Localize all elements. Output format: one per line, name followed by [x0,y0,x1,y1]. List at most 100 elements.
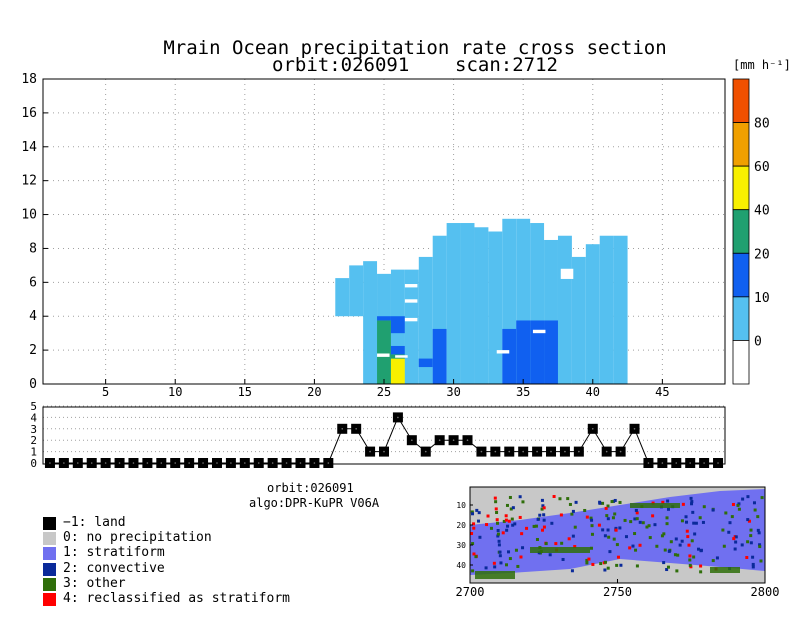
legend-swatch [43,532,56,546]
type-marker-dot [494,450,497,453]
swath-cell [472,552,476,556]
swath-cell [606,566,610,570]
swath-cell [680,519,684,523]
colorbar-segment [732,340,750,385]
precip-gap [560,268,574,279]
swath-cell [635,517,639,521]
type-marker-dot [341,428,344,430]
map-x-tick-label: 2700 [456,585,485,599]
swath-cell [697,547,701,551]
swath-cell [629,520,633,524]
type-marker-dot [675,462,678,464]
swath-cell [645,525,649,529]
type-marker-dot [411,439,413,442]
swath-cell [749,541,753,545]
precip-band [516,320,531,384]
swath-cell [635,564,639,568]
colorbar-segment [732,165,750,211]
swath-cell [715,556,719,560]
swath-cell [746,495,750,499]
legend-swatch [43,517,56,530]
colorbar-tick-label: 10 [754,291,770,306]
swath-cell [666,499,670,503]
swath-cell [538,513,542,517]
type-marker-dot [564,450,566,453]
other-region [475,571,515,579]
swath-cell [506,524,510,528]
swath-cell [688,558,692,562]
swath-cell [540,507,544,511]
type-marker-dot [49,462,51,464]
swath-cell [544,542,548,546]
swath-cell [601,501,605,505]
swath-cell [521,546,525,550]
swath-cell [653,523,657,527]
swath-cell [477,519,481,523]
swath-cell [514,548,518,552]
swath-cell [686,535,690,539]
swath-cell [731,502,735,506]
precip-column [460,223,475,384]
swath-cell [486,514,490,518]
swath-cell [472,526,476,530]
precip-band [377,320,391,384]
type-y-tick-label: 3 [30,423,37,436]
type-marker-dot [244,462,246,464]
swath-cell [513,522,517,526]
x-tick-label: 40 [586,385,600,399]
swath-cell [568,502,572,506]
y-tick-label: 4 [29,309,37,324]
swath-cell [615,543,619,547]
type-marker-dot [63,462,65,464]
y-tick-label: 14 [21,140,37,155]
algo-info: algo:DPR-KuPR V06A [249,496,380,510]
swath-cell [732,537,736,541]
colorbar-tick-label: 60 [754,160,770,175]
x-tick-label: 30 [446,385,460,399]
swath-cell [508,495,512,499]
type-marker-dot [76,462,79,464]
legend-label: 2: convective [63,560,165,576]
swath-cell [752,501,756,505]
precip-gap [496,350,510,354]
precip-column [349,265,364,317]
swath-cell [495,518,499,522]
type-marker-dot [285,462,288,464]
other-region [630,503,680,508]
swath-cell [496,521,500,525]
swath-cell [635,511,639,515]
swath-cell [472,522,476,526]
swath-cell [749,528,753,532]
swath-cell [504,518,508,522]
colorbar-tick-label: 80 [754,117,770,132]
other-region [530,547,590,553]
swath-cell [471,542,475,546]
colorbar-tick-label: 40 [754,204,770,219]
swath-cell [542,518,546,522]
swath-cell [477,511,481,515]
precip-band [418,358,433,368]
map-y-tick-label: 10 [456,501,466,510]
chart-title-line-1: Mrain Ocean precipitation rate cross sec… [163,37,667,59]
precip-band [390,358,405,384]
swath-cell [734,535,738,539]
map-x-tick-label: 2750 [603,585,632,599]
precip-gap [404,317,418,322]
legend-swatch [43,562,56,576]
swath-cell [662,561,666,565]
swath-cell [690,500,694,504]
swath-cell [693,532,697,536]
swath-cell [685,529,689,533]
swath-cell [647,524,651,528]
swath-cell [663,548,667,552]
swath-cell [471,569,475,573]
colorbar-segment [732,252,750,298]
swath-cell [746,518,750,522]
swath-cell [505,528,509,532]
swath-cell [681,502,685,506]
swath-cell [474,555,478,559]
swath-cell [691,510,695,514]
swath-cell [495,510,499,514]
precip-gap [404,284,418,288]
